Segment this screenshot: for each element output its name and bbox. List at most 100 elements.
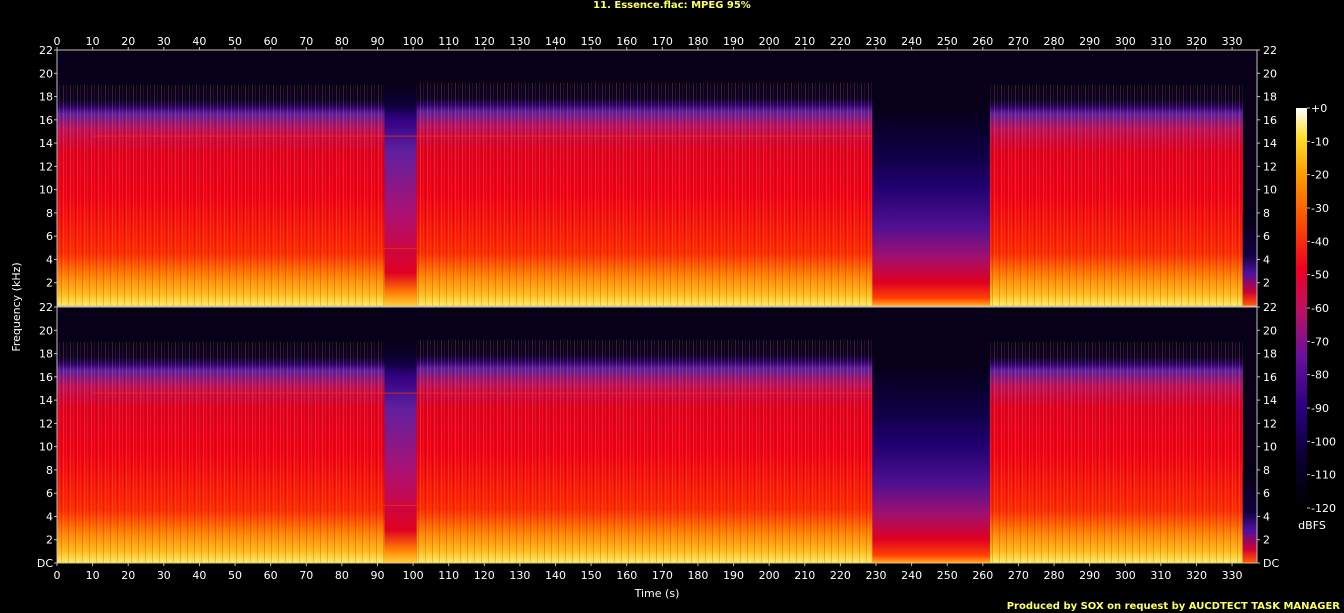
x-tick-label: 40 <box>192 35 206 48</box>
y-tick-label: DC <box>1263 557 1279 570</box>
colorbar-tick-label: -110 <box>1311 469 1336 482</box>
x-tick-label: 220 <box>830 35 851 48</box>
x-tick-label: 300 <box>1115 569 1136 582</box>
x-tick-label: 280 <box>1044 569 1065 582</box>
y-tick-label: 22 <box>1263 301 1277 314</box>
x-tick-label: 60 <box>264 35 278 48</box>
colorbar-label: dBFS <box>1298 519 1326 532</box>
x-tick-label: 150 <box>581 569 602 582</box>
x-tick-label: 240 <box>901 35 922 48</box>
colorbar-tick-label: -100 <box>1311 435 1336 448</box>
y-tick-label: 16 <box>1263 114 1277 127</box>
y-tick-label: 2 <box>1263 534 1270 547</box>
y-tick-label: 6 <box>46 487 53 500</box>
spectrum-segment <box>872 108 990 306</box>
x-tick-label: 0 <box>54 35 61 48</box>
spectrum-texture <box>416 339 873 563</box>
x-tick-label: 180 <box>687 569 708 582</box>
y-tick-label: 8 <box>1263 464 1270 477</box>
y-tick-label: 2 <box>46 277 53 290</box>
colorbar-scale <box>1296 108 1307 508</box>
channel-panel-2 <box>56 306 1258 564</box>
x-tick-label: 90 <box>370 35 384 48</box>
x-tick-label: 230 <box>865 569 886 582</box>
x-tick-label: 170 <box>652 569 673 582</box>
y-tick-label: 6 <box>1263 230 1270 243</box>
colorbar-tick-label: -20 <box>1311 169 1329 182</box>
y-tick-label: 20 <box>39 67 53 80</box>
x-tick-label: 200 <box>759 35 780 48</box>
y-tick-label: 14 <box>39 137 53 150</box>
x-tick-label: 160 <box>616 35 637 48</box>
x-tick-label: 100 <box>403 569 424 582</box>
x-tick-label: 320 <box>1186 35 1207 48</box>
x-tick-label: 50 <box>228 569 242 582</box>
x-tick-label: 110 <box>438 569 459 582</box>
x-tick-label: 190 <box>723 569 744 582</box>
x-tick-label: 270 <box>1008 35 1029 48</box>
x-tick-label: 130 <box>509 35 530 48</box>
x-tick-label: 190 <box>723 35 744 48</box>
y-tick-label: 8 <box>1263 207 1270 220</box>
x-tick-label: 290 <box>1079 569 1100 582</box>
y-tick-label: 20 <box>1263 324 1277 337</box>
credit-text: Produced by SOX on request by AUCDTECT T… <box>1006 601 1340 612</box>
y-tick-label: 6 <box>46 230 53 243</box>
colorbar-tick-label: -90 <box>1311 402 1329 415</box>
y-tick-label: 10 <box>39 184 53 197</box>
y-tick-label: 20 <box>39 324 53 337</box>
x-tick-label: 80 <box>335 569 349 582</box>
x-tick-label: 30 <box>157 35 171 48</box>
x-tick-label: 10 <box>86 35 100 48</box>
x-tick-label: 230 <box>865 35 886 48</box>
y-tick-label: 12 <box>39 417 53 430</box>
y-tick-label: 22 <box>39 44 53 57</box>
y-tick-label: 18 <box>39 348 53 361</box>
colorbar-tick-label: -50 <box>1311 269 1329 282</box>
x-tick-label: 250 <box>937 35 958 48</box>
colorbar-tick-label: -40 <box>1311 235 1329 248</box>
x-tick-label: 140 <box>545 569 566 582</box>
x-tick-label: 170 <box>652 35 673 48</box>
y-axis-label: Frequency (kHz) <box>10 262 23 351</box>
colorbar-tick-label: -70 <box>1311 335 1329 348</box>
x-tick-label: 40 <box>192 569 206 582</box>
y-tick-label: DC <box>37 557 53 570</box>
spectrum-texture <box>57 84 385 306</box>
y-tick-label: 16 <box>39 371 53 384</box>
y-tick-label: 10 <box>39 441 53 454</box>
y-tick-label: 4 <box>1263 510 1270 523</box>
colorbar-tick-label: +0 <box>1311 102 1327 115</box>
y-tick-label: 4 <box>46 253 53 266</box>
x-tick-label: 320 <box>1186 569 1207 582</box>
chart-title: 11. Essence.flac: MPEG 95% <box>593 0 751 11</box>
y-tick-label: 10 <box>1263 184 1277 197</box>
spectrum-texture <box>989 341 1243 563</box>
x-tick-label: 160 <box>616 569 637 582</box>
x-tick-label: 0 <box>54 569 61 582</box>
panel-frame <box>56 49 1258 307</box>
x-tick-label: 20 <box>121 35 135 48</box>
x-tick-label: 30 <box>157 569 171 582</box>
x-tick-label: 60 <box>264 569 278 582</box>
x-tick-label: 300 <box>1115 35 1136 48</box>
panel-frame <box>56 306 1258 564</box>
x-tick-label: 10 <box>86 569 100 582</box>
x-tick-label: 140 <box>545 35 566 48</box>
x-tick-label: 50 <box>228 35 242 48</box>
x-tick-label: 200 <box>759 569 780 582</box>
y-tick-label: 20 <box>1263 67 1277 80</box>
y-tick-label: 16 <box>1263 371 1277 384</box>
x-tick-label: 310 <box>1150 35 1171 48</box>
y-tick-label: 22 <box>1263 44 1277 57</box>
y-tick-label: 8 <box>46 207 53 220</box>
colorbar-tick-label: -30 <box>1311 202 1329 215</box>
spectrum-segment <box>384 84 417 306</box>
x-tick-label: 270 <box>1008 569 1029 582</box>
y-tick-label: 10 <box>1263 441 1277 454</box>
colorbar-tick-label: -10 <box>1311 135 1329 148</box>
x-tick-label: 120 <box>474 35 495 48</box>
x-tick-label: 330 <box>1222 569 1243 582</box>
y-tick-label: 12 <box>39 160 53 173</box>
